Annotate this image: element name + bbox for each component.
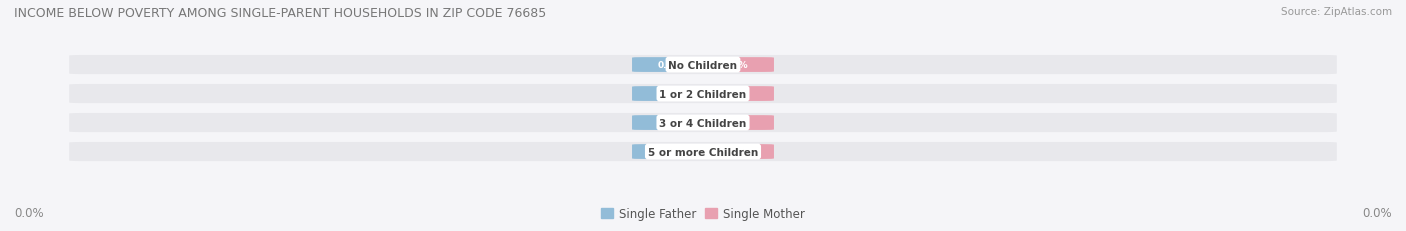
FancyBboxPatch shape bbox=[633, 145, 707, 159]
FancyBboxPatch shape bbox=[699, 145, 773, 159]
Text: No Children: No Children bbox=[668, 60, 738, 70]
Text: 0.0%: 0.0% bbox=[658, 119, 682, 128]
FancyBboxPatch shape bbox=[633, 58, 707, 73]
FancyBboxPatch shape bbox=[699, 58, 773, 73]
Text: 1 or 2 Children: 1 or 2 Children bbox=[659, 89, 747, 99]
Text: 3 or 4 Children: 3 or 4 Children bbox=[659, 118, 747, 128]
FancyBboxPatch shape bbox=[699, 87, 773, 101]
Text: 0.0%: 0.0% bbox=[658, 90, 682, 99]
FancyBboxPatch shape bbox=[69, 142, 1337, 161]
Text: 0.0%: 0.0% bbox=[724, 147, 748, 156]
FancyBboxPatch shape bbox=[69, 113, 1337, 133]
Text: 0.0%: 0.0% bbox=[14, 206, 44, 219]
Text: 0.0%: 0.0% bbox=[724, 119, 748, 128]
Legend: Single Father, Single Mother: Single Father, Single Mother bbox=[600, 208, 806, 221]
Text: 0.0%: 0.0% bbox=[658, 61, 682, 70]
FancyBboxPatch shape bbox=[69, 56, 1337, 75]
Text: 0.0%: 0.0% bbox=[724, 90, 748, 99]
Text: 0.0%: 0.0% bbox=[724, 61, 748, 70]
Text: Source: ZipAtlas.com: Source: ZipAtlas.com bbox=[1281, 7, 1392, 17]
Text: 0.0%: 0.0% bbox=[658, 147, 682, 156]
Text: INCOME BELOW POVERTY AMONG SINGLE-PARENT HOUSEHOLDS IN ZIP CODE 76685: INCOME BELOW POVERTY AMONG SINGLE-PARENT… bbox=[14, 7, 547, 20]
FancyBboxPatch shape bbox=[699, 116, 773, 130]
Text: 5 or more Children: 5 or more Children bbox=[648, 147, 758, 157]
Text: 0.0%: 0.0% bbox=[1362, 206, 1392, 219]
FancyBboxPatch shape bbox=[69, 85, 1337, 104]
FancyBboxPatch shape bbox=[633, 87, 707, 101]
FancyBboxPatch shape bbox=[633, 116, 707, 130]
